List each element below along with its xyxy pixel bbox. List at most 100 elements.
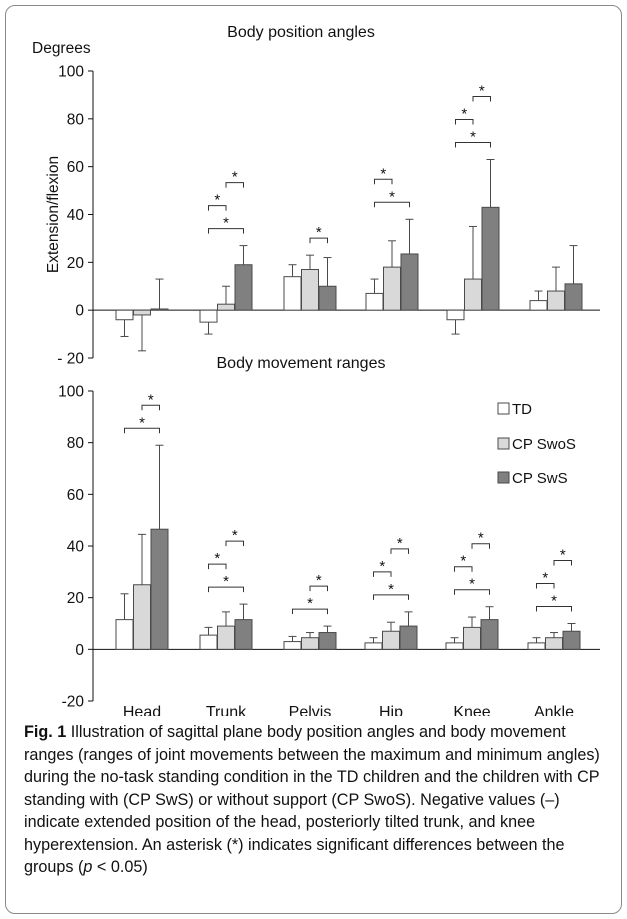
bar: [150, 308, 169, 311]
bar: [382, 630, 400, 650]
bar: [464, 278, 482, 311]
bar: [133, 584, 151, 650]
caption-text-1: Illustration of sagittal plane body posi…: [24, 723, 600, 876]
significance-asterisk: *: [214, 550, 220, 567]
y-tick-label: 60: [67, 159, 85, 176]
bar: [115, 619, 134, 650]
significance-asterisk: *: [139, 414, 145, 431]
significance-asterisk: *: [307, 595, 313, 612]
bar: [301, 637, 319, 650]
x-tick-label: Pelvis: [289, 704, 332, 716]
significance-bracket: [455, 141, 491, 148]
significance-asterisk: *: [316, 224, 322, 241]
significance-bracket: [309, 237, 328, 244]
significance-bracket: [373, 594, 409, 600]
y-tick-label: 100: [58, 64, 84, 81]
y-axis-title: Extension/flexion: [45, 156, 62, 273]
bar: [234, 619, 253, 650]
bar: [115, 309, 134, 321]
legend-label: CP SwoS: [512, 436, 576, 453]
significance-bracket: [208, 228, 244, 234]
significance-bracket: [472, 95, 491, 102]
significance-asterisk: *: [316, 572, 322, 589]
bar: [545, 637, 563, 650]
significance-asterisk: *: [551, 593, 557, 610]
bar: [199, 309, 218, 323]
bar: [527, 642, 546, 650]
legend-label: TD: [512, 401, 532, 418]
bar: [481, 206, 500, 311]
bar: [217, 625, 235, 650]
significance-asterisk: *: [380, 165, 386, 182]
significance-bracket: [390, 548, 409, 554]
bar: [150, 528, 169, 650]
bar: [364, 642, 383, 650]
bar: [217, 303, 235, 311]
significance-bracket: [141, 404, 160, 411]
significance-asterisk: *: [389, 188, 395, 205]
significance-bracket: [373, 571, 392, 577]
significance-asterisk: *: [214, 192, 220, 209]
bar: [564, 283, 583, 311]
significance-asterisk: *: [479, 82, 485, 99]
significance-bracket: [124, 427, 160, 434]
significance-asterisk: *: [232, 169, 238, 186]
significance-asterisk: *: [560, 547, 566, 564]
legend-label: CP SwS: [512, 470, 568, 487]
bar: [446, 309, 465, 321]
y-tick-label: -20: [62, 694, 85, 711]
y-tick-label: 0: [75, 642, 84, 659]
y-tick-label: 80: [67, 435, 85, 452]
x-tick-label: Head: [123, 704, 161, 716]
significance-bracket: [536, 606, 572, 612]
y-tick-label: 0: [75, 303, 84, 320]
significance-asterisk: *: [469, 576, 475, 593]
significance-bracket: [536, 583, 555, 589]
x-tick-label: Knee: [453, 704, 490, 716]
significance-asterisk: *: [223, 215, 229, 232]
significance-asterisk: *: [460, 553, 466, 570]
chart-title: Body position angles: [227, 24, 375, 41]
significance-bracket: [454, 589, 490, 595]
y-tick-label: - 20: [57, 351, 84, 368]
bar: [301, 269, 319, 311]
caption-label: Fig. 1: [24, 723, 67, 741]
legend-swatch: [497, 437, 510, 450]
significance-bracket: [374, 178, 393, 185]
bar: [445, 642, 464, 650]
significance-asterisk: *: [223, 573, 229, 590]
significance-bracket: [225, 182, 244, 188]
figure-charts: Body position angles Degrees Extension/fle…: [32, 24, 600, 716]
x-tick-label: Hip: [379, 704, 403, 716]
significance-bracket: [454, 566, 473, 572]
figure-caption: Fig. 1 Illustration of sagittal plane bo…: [24, 721, 614, 879]
y-tick-label: 40: [67, 207, 85, 224]
bar: [199, 634, 218, 650]
caption-text-2: < 0.05): [92, 858, 148, 876]
significance-asterisk: *: [379, 558, 385, 575]
significance-bracket: [553, 560, 572, 566]
bar: [133, 309, 151, 316]
bar: [529, 300, 548, 311]
significance-bracket: [208, 205, 227, 211]
y-tick-label: 20: [67, 255, 85, 272]
y-tick-label: 60: [67, 487, 85, 504]
significance-bracket: [471, 543, 490, 549]
significance-bracket: [208, 563, 227, 570]
y-tick-label: 100: [58, 384, 84, 401]
bar: [463, 626, 481, 650]
bar: [480, 619, 499, 650]
chart-title: Body movement ranges: [217, 355, 386, 372]
bar: [400, 253, 419, 311]
significance-bracket: [208, 586, 244, 593]
significance-asterisk: *: [461, 105, 467, 122]
significance-asterisk: *: [232, 527, 238, 544]
y-tick-label: 80: [67, 111, 85, 128]
bar: [383, 266, 401, 311]
caption-p-symbol: p: [83, 858, 93, 876]
x-tick-label: Trunk: [206, 704, 247, 716]
legend-swatch: [497, 471, 510, 484]
significance-asterisk: *: [470, 128, 476, 145]
x-tick-label: Ankle: [534, 704, 574, 716]
bar: [318, 632, 337, 650]
